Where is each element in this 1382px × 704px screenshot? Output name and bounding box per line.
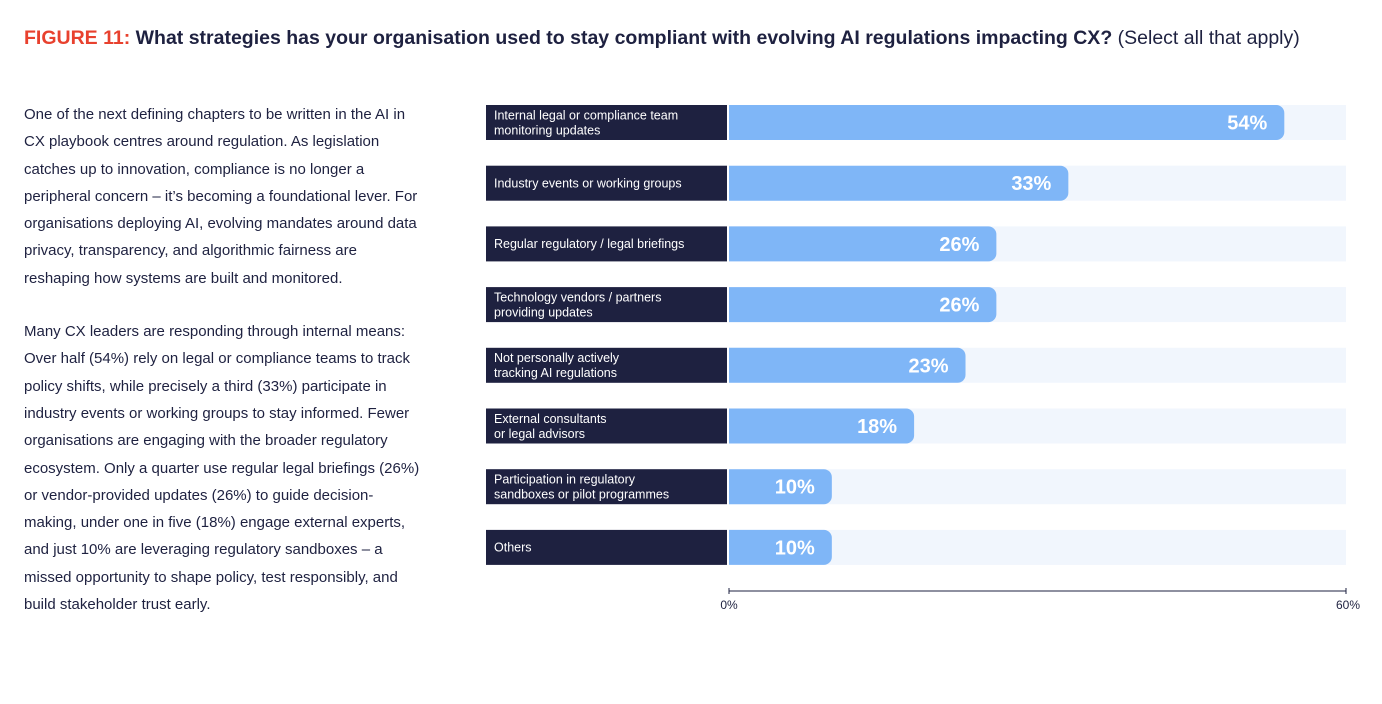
- data-label: 23%: [908, 355, 948, 377]
- category-label: monitoring updates: [494, 123, 600, 137]
- category-label-box: [486, 165, 727, 201]
- category-label: Participation in regulatory: [494, 473, 636, 487]
- category-label-box: [486, 347, 727, 383]
- bar: [729, 529, 832, 565]
- category-label: Others: [494, 541, 532, 555]
- data-label: 54%: [1227, 113, 1267, 135]
- category-label: tracking AI regulations: [494, 366, 617, 380]
- category-label-box: [486, 226, 727, 262]
- category-label: or legal advisors: [494, 427, 585, 441]
- data-label: 18%: [857, 416, 897, 438]
- category-label: Industry events or working groups: [494, 177, 682, 191]
- category-label: sandboxes or pilot programmes: [494, 488, 669, 502]
- data-label: 10%: [775, 537, 815, 559]
- bar: [729, 105, 1285, 140]
- category-label: Regular regulatory / legal briefings: [494, 237, 684, 251]
- category-label: Not personally actively: [494, 351, 620, 365]
- bar: [729, 165, 1069, 201]
- figure-note: (Select all that apply): [1117, 27, 1300, 49]
- category-label-box: [486, 287, 727, 323]
- data-label: 26%: [939, 295, 979, 317]
- bar: [729, 347, 966, 383]
- bar: [729, 408, 915, 444]
- data-label: 10%: [775, 477, 815, 499]
- category-label-box: [486, 529, 727, 565]
- x-tick-label: 0%: [720, 598, 738, 612]
- category-label-box: [486, 469, 727, 505]
- body-text: One of the next defining chapters to be …: [24, 101, 424, 644]
- bar: [729, 226, 997, 262]
- figure-question: What strategies has your organisation us…: [135, 27, 1113, 49]
- data-label: 33%: [1011, 173, 1051, 195]
- body-paragraph: One of the next defining chapters to be …: [24, 106, 418, 287]
- category-label: Technology vendors / partners: [494, 290, 661, 304]
- data-label: 26%: [939, 234, 979, 256]
- category-label: providing updates: [494, 305, 593, 319]
- category-label-box: [486, 408, 727, 444]
- bar: [729, 287, 997, 323]
- body-paragraph: Many CX leaders are responding through i…: [24, 323, 420, 614]
- figure-title: FIGURE 11: What strategies has your orga…: [24, 25, 1300, 51]
- figure-number: FIGURE 11:: [24, 27, 131, 49]
- category-label: External consultants: [494, 412, 607, 426]
- category-label-box: [486, 105, 727, 140]
- category-label: Internal legal or compliance team: [494, 108, 678, 122]
- bar: [729, 469, 832, 505]
- x-tick-label: 60%: [1336, 598, 1360, 612]
